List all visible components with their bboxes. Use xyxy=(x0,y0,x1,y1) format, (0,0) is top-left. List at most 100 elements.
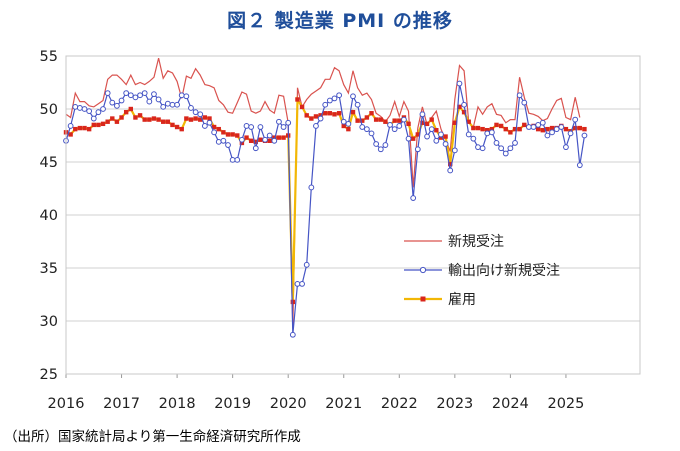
data-point xyxy=(170,122,175,128)
data-point xyxy=(229,156,236,163)
data-point xyxy=(257,124,264,130)
data-point xyxy=(530,124,537,130)
data-point xyxy=(295,97,300,102)
data-point xyxy=(155,96,162,103)
series-1 xyxy=(63,80,588,338)
x-tick-label: 2022 xyxy=(381,396,418,412)
data-point xyxy=(178,92,185,99)
data-point xyxy=(285,119,292,126)
data-point xyxy=(197,111,204,118)
data-point xyxy=(563,144,569,151)
data-point xyxy=(244,135,249,140)
data-point xyxy=(151,116,157,121)
data-point xyxy=(485,128,490,133)
source-note: （出所）国家統計局より第一生命経済研究所作成 xyxy=(4,429,301,445)
y-tick-label: 30 xyxy=(40,314,58,330)
data-point xyxy=(369,111,374,116)
data-point xyxy=(303,261,310,268)
x-axis-ticks: 2016 2017 2018 2019 2020 2021 2022 2023 2024 2025 xyxy=(48,374,584,412)
data-point xyxy=(141,90,148,96)
data-point xyxy=(289,331,296,338)
data-point xyxy=(447,167,454,174)
data-point xyxy=(151,91,157,98)
legend-marker xyxy=(420,296,426,302)
data-point xyxy=(522,122,527,128)
data-point xyxy=(535,126,541,132)
data-point xyxy=(225,142,231,148)
data-point xyxy=(428,126,435,133)
legend-label: 新規受注 xyxy=(448,234,504,250)
data-point xyxy=(331,95,338,102)
legend-item: 輸出向け新規受注 xyxy=(404,263,560,279)
data-point xyxy=(345,120,352,127)
data-point xyxy=(448,161,453,167)
data-point xyxy=(493,140,500,146)
y-tick-label: 40 xyxy=(40,208,58,224)
data-point xyxy=(96,122,101,128)
data-point xyxy=(165,119,171,124)
data-point xyxy=(179,126,184,132)
data-point xyxy=(86,108,93,115)
data-point xyxy=(276,118,282,125)
data-point xyxy=(567,130,574,137)
data-point xyxy=(415,132,421,137)
data-point xyxy=(128,106,134,112)
data-point xyxy=(100,106,106,112)
data-point xyxy=(471,125,476,131)
data-point xyxy=(248,138,254,143)
data-point xyxy=(396,123,403,129)
data-point xyxy=(308,184,315,191)
data-point xyxy=(193,116,198,121)
data-point xyxy=(317,115,324,122)
data-point xyxy=(410,136,416,141)
data-point xyxy=(81,106,88,112)
data-point xyxy=(507,145,514,152)
data-point xyxy=(322,101,329,108)
data-point xyxy=(95,109,102,116)
data-point xyxy=(281,135,286,140)
data-point xyxy=(142,117,147,122)
data-point xyxy=(553,126,560,133)
legend-label: 輸出向け新規受注 xyxy=(448,263,560,279)
data-point xyxy=(105,119,110,124)
data-point xyxy=(466,119,471,124)
data-point xyxy=(498,123,504,129)
data-point xyxy=(457,104,462,110)
data-point xyxy=(156,117,161,122)
data-point xyxy=(540,128,545,133)
data-point xyxy=(558,124,565,130)
data-point xyxy=(341,123,346,129)
data-point xyxy=(239,136,245,143)
data-point xyxy=(109,99,116,106)
data-point xyxy=(90,115,97,122)
data-point xyxy=(470,135,477,142)
data-point xyxy=(215,138,222,145)
data-point xyxy=(290,299,296,305)
data-point xyxy=(382,142,389,148)
data-point xyxy=(146,98,153,105)
data-point xyxy=(350,93,356,100)
data-point xyxy=(535,122,542,128)
data-point xyxy=(443,134,448,139)
chart-title: 図２ 製造業 PMI の推移 xyxy=(227,10,453,32)
data-point xyxy=(346,126,351,132)
data-point xyxy=(461,109,467,115)
data-point xyxy=(137,92,143,99)
data-point xyxy=(360,118,365,123)
data-point xyxy=(68,132,73,137)
data-point xyxy=(118,97,125,104)
data-point xyxy=(123,109,129,115)
data-point xyxy=(516,92,523,99)
data-point xyxy=(169,101,176,108)
y-tick-label: 50 xyxy=(40,102,58,118)
data-point xyxy=(127,92,134,99)
series-2 xyxy=(63,95,587,305)
data-point xyxy=(230,132,235,137)
data-point xyxy=(248,124,255,130)
plot-frame xyxy=(65,55,641,375)
data-point xyxy=(368,130,375,137)
data-point xyxy=(332,112,337,117)
data-point xyxy=(512,126,518,132)
data-point xyxy=(174,101,180,108)
